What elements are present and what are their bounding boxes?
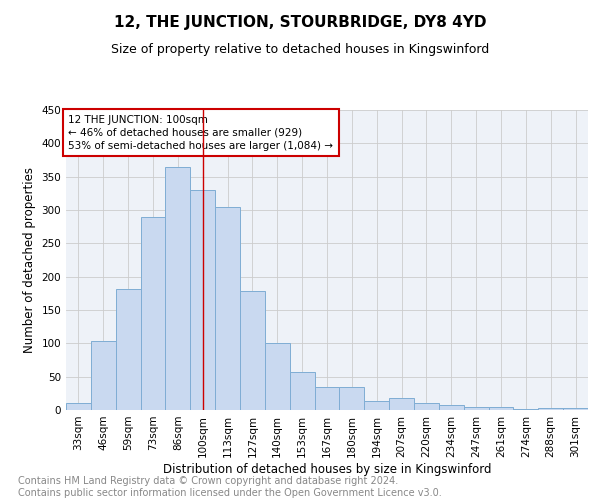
Bar bbox=[140, 216, 166, 410]
Bar bbox=[166, 166, 190, 410]
Bar bbox=[215, 206, 240, 410]
Bar bbox=[563, 408, 588, 410]
X-axis label: Distribution of detached houses by size in Kingswinford: Distribution of detached houses by size … bbox=[163, 462, 491, 475]
Bar bbox=[464, 406, 488, 410]
Bar bbox=[364, 402, 389, 410]
Bar bbox=[538, 408, 563, 410]
Bar bbox=[66, 404, 91, 410]
Text: 12, THE JUNCTION, STOURBRIDGE, DY8 4YD: 12, THE JUNCTION, STOURBRIDGE, DY8 4YD bbox=[114, 15, 486, 30]
Bar bbox=[488, 406, 514, 410]
Bar bbox=[240, 292, 265, 410]
Bar bbox=[290, 372, 314, 410]
Bar bbox=[414, 402, 439, 410]
Bar bbox=[389, 398, 414, 410]
Bar bbox=[91, 340, 116, 410]
Bar bbox=[314, 386, 340, 410]
Bar bbox=[265, 344, 290, 410]
Bar bbox=[116, 290, 140, 410]
Bar bbox=[514, 408, 538, 410]
Text: 12 THE JUNCTION: 100sqm
← 46% of detached houses are smaller (929)
53% of semi-d: 12 THE JUNCTION: 100sqm ← 46% of detache… bbox=[68, 114, 334, 151]
Text: Contains HM Land Registry data © Crown copyright and database right 2024.
Contai: Contains HM Land Registry data © Crown c… bbox=[18, 476, 442, 498]
Bar bbox=[340, 386, 364, 410]
Bar bbox=[190, 190, 215, 410]
Text: Size of property relative to detached houses in Kingswinford: Size of property relative to detached ho… bbox=[111, 42, 489, 56]
Bar bbox=[439, 406, 464, 410]
Y-axis label: Number of detached properties: Number of detached properties bbox=[23, 167, 36, 353]
